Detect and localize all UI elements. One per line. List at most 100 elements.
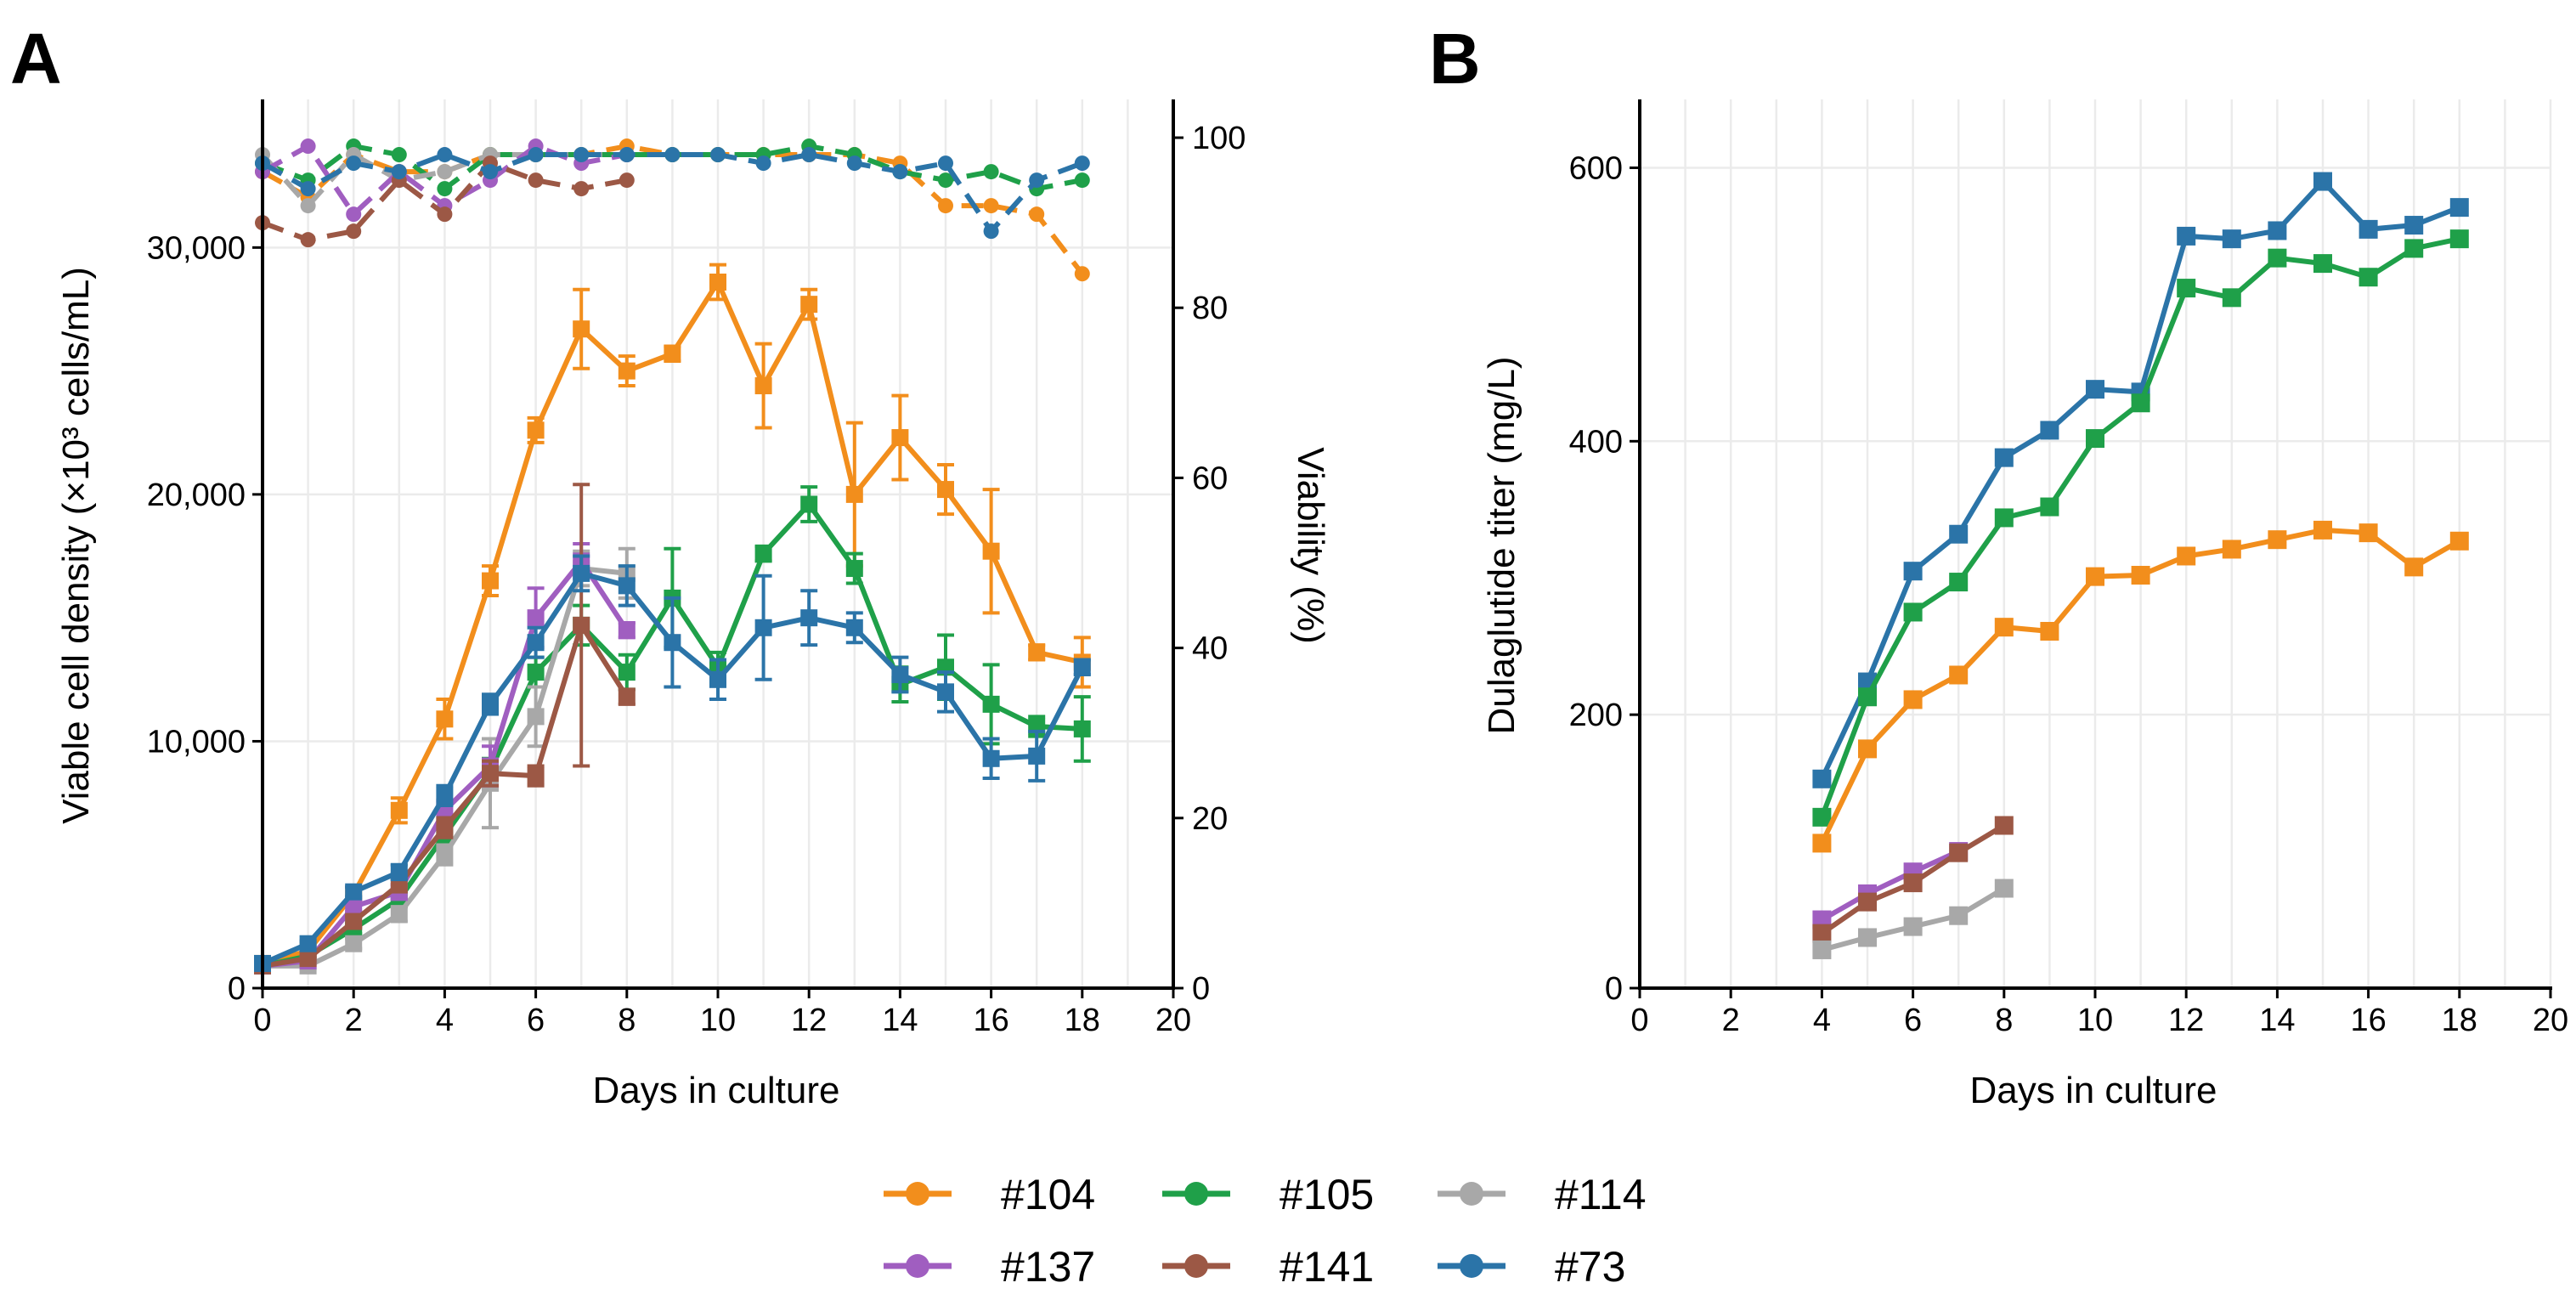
vcd-point-s105 xyxy=(527,664,545,681)
y2-tick-label: 20 xyxy=(1192,801,1228,837)
viability-point-s141 xyxy=(437,206,453,223)
x-tick-label: 16 xyxy=(973,1003,1008,1038)
titer-point-s114 xyxy=(1858,928,1877,947)
x-tick-label: 14 xyxy=(2259,1003,2295,1038)
vcd-point-s73 xyxy=(800,609,818,627)
panel-a-ylabel: Viable cell density (×10³ cells/mL) xyxy=(55,267,97,824)
vcd-point-s141 xyxy=(527,767,545,785)
vcd-point-s141 xyxy=(345,913,363,930)
titer-point-s105 xyxy=(2404,239,2424,258)
titer-point-s104 xyxy=(2268,530,2287,550)
legend-label: #114 xyxy=(1555,1171,1647,1218)
titer-point-s105 xyxy=(1949,573,1969,592)
panel-label-b: B xyxy=(1429,19,1481,99)
vcd-point-s114 xyxy=(390,905,408,923)
y2-tick-label: 40 xyxy=(1192,631,1228,667)
x-tick-label: 8 xyxy=(618,1003,636,1038)
vcd-point-s105 xyxy=(754,545,772,562)
legend: #104 #105 #114 #137 #141 #73 xyxy=(884,1171,1647,1291)
titer-point-s73 xyxy=(1812,769,1832,788)
x-tick-label: 0 xyxy=(1630,1003,1648,1038)
y-tick-label: 600 xyxy=(1569,150,1623,186)
legend-item-s105: #105 xyxy=(1162,1171,1374,1218)
titer-point-s73 xyxy=(1903,562,1923,581)
x-tick-label: 6 xyxy=(1904,1003,1922,1038)
legend-label: #105 xyxy=(1280,1171,1374,1218)
titer-point-s104 xyxy=(1812,833,1832,853)
vcd-point-s73 xyxy=(754,619,772,636)
viability-point-s104 xyxy=(938,198,953,214)
vcd-point-s105 xyxy=(982,695,1000,713)
titer-point-s104 xyxy=(2313,520,2332,540)
viability-point-s73 xyxy=(1074,155,1090,172)
y2-tick-label: 100 xyxy=(1192,121,1246,156)
titer-point-s73 xyxy=(2222,229,2241,249)
titer-point-s105 xyxy=(2268,248,2287,268)
y-tick-label: 10,000 xyxy=(147,724,246,760)
titer-point-s73 xyxy=(2404,216,2424,235)
x-tick-label: 14 xyxy=(882,1003,918,1038)
viability-point-s104 xyxy=(983,198,999,214)
vcd-point-s141 xyxy=(573,616,590,634)
panel-b-ylabel: Dulaglutide titer (mg/L) xyxy=(1481,356,1522,734)
titer-point-s105 xyxy=(2222,288,2241,308)
vcd-point-s105 xyxy=(618,664,636,681)
viability-point-s73 xyxy=(483,164,498,180)
panel-label-a: A xyxy=(10,19,62,99)
titer-point-s104 xyxy=(2086,567,2104,586)
vcd-point-s137 xyxy=(527,609,545,627)
legend-swatch-marker xyxy=(906,1182,929,1206)
vcd-point-s104 xyxy=(1028,643,1046,661)
viability-point-s104 xyxy=(1029,206,1045,223)
vcd-point-s73 xyxy=(937,683,954,701)
titer-point-s104 xyxy=(1858,739,1877,759)
titer-point-s141 xyxy=(1858,892,1877,912)
vcd-point-s104 xyxy=(390,801,408,819)
titer-point-s141 xyxy=(1994,816,2014,835)
viability-point-s105 xyxy=(983,164,999,180)
titer-point-s105 xyxy=(1858,687,1877,707)
viability-point-s73 xyxy=(938,155,953,172)
vcd-point-s73 xyxy=(709,670,726,688)
titer-point-s105 xyxy=(2449,229,2469,249)
vcd-point-s104 xyxy=(618,362,636,380)
panel-a-y2label: Viability (%) xyxy=(1290,447,1331,643)
vcd-point-s104 xyxy=(937,481,954,499)
vcd-point-s114 xyxy=(436,846,454,864)
x-tick-label: 0 xyxy=(253,1003,271,1038)
titer-point-s105 xyxy=(2086,429,2104,449)
vcd-point-s73 xyxy=(664,634,681,652)
vcd-point-s73 xyxy=(982,749,1000,767)
titer-point-s73 xyxy=(2268,221,2287,240)
x-tick-label: 12 xyxy=(2168,1003,2204,1038)
vcd-point-s137 xyxy=(345,898,363,916)
vcd-point-s73 xyxy=(573,564,590,582)
viability-point-s73 xyxy=(573,147,590,163)
viability-point-s73 xyxy=(846,155,862,172)
x-tick-label: 20 xyxy=(1155,1003,1191,1038)
titer-point-s104 xyxy=(1994,618,2014,637)
titer-point-s104 xyxy=(2222,540,2241,559)
titer-point-s105 xyxy=(1812,807,1832,827)
vcd-point-s104 xyxy=(664,345,681,363)
x-tick-label: 4 xyxy=(436,1003,454,1038)
titer-point-s114 xyxy=(1812,940,1832,959)
viability-point-s73 xyxy=(801,147,817,163)
viability-point-s141 xyxy=(619,172,635,189)
vcd-point-s141 xyxy=(618,688,636,706)
panel-b-xlabel: Days in culture xyxy=(1969,1070,2217,1111)
vcd-point-s73 xyxy=(436,787,454,805)
viability-point-s73 xyxy=(983,223,999,240)
panel-a-grid xyxy=(261,99,1175,990)
legend-label: #73 xyxy=(1555,1243,1625,1291)
titer-point-s104 xyxy=(2040,621,2059,641)
vcd-point-s141 xyxy=(482,765,499,783)
vcd-point-s105 xyxy=(845,560,863,578)
viability-point-s73 xyxy=(664,147,681,163)
x-tick-label: 2 xyxy=(1722,1003,1740,1038)
titer-point-s141 xyxy=(1949,843,1969,862)
vcd-point-s104 xyxy=(482,572,499,590)
y-tick-label: 20,000 xyxy=(147,477,246,513)
